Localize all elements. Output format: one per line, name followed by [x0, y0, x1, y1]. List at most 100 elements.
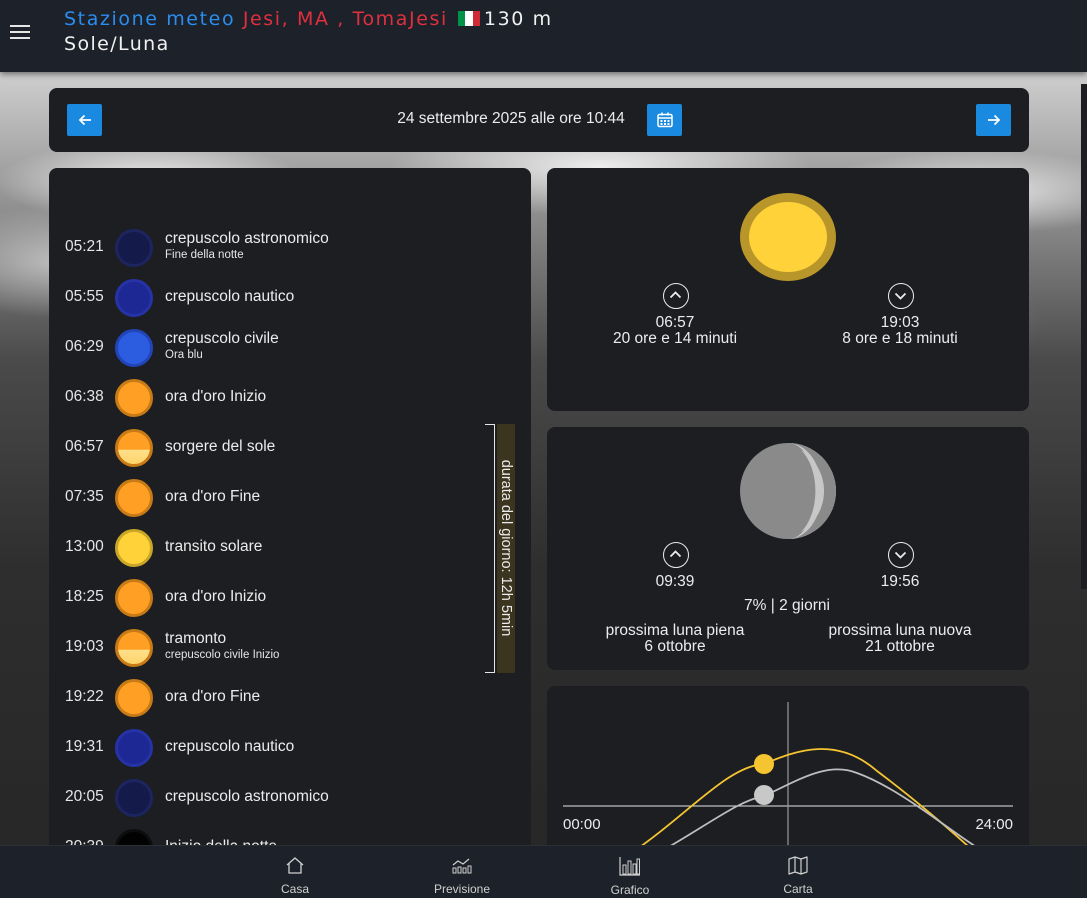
sunset-info: 19:03 8 ore e 18 minuti — [800, 315, 1000, 347]
app-header: Stazione meteo Jesi, MA , TomaJesi 130 m … — [0, 0, 1087, 72]
event-label: crepuscolo nautico — [165, 738, 294, 756]
hamburger-menu-icon[interactable] — [10, 25, 30, 41]
scrollbar[interactable] — [1079, 72, 1087, 845]
nav-home[interactable]: Casa — [235, 856, 355, 896]
nav-home-label: Casa — [280, 882, 309, 896]
sun-position-marker — [754, 754, 774, 774]
event-time: 20:05 — [65, 788, 104, 805]
next-new-moon-label: prossima luna nuova — [828, 622, 972, 639]
italy-flag-icon — [457, 9, 480, 26]
list-item: 20:05 crepuscolo astronomico — [49, 773, 479, 823]
event-label: crepuscolo astronomico Fine della notte — [165, 230, 329, 261]
station-title: Stazione meteo Jesi, MA , TomaJesi 130 m — [64, 8, 553, 30]
chart-end-label: 24:00 — [975, 816, 1013, 833]
sun-horizon-icon — [115, 429, 153, 467]
sunrise-chevron-up-icon — [663, 283, 689, 309]
sunrise-elapsed: 20 ore e 14 minuti — [612, 330, 738, 347]
sunset-remaining: 8 ore e 18 minuti — [842, 330, 958, 347]
nav-map-label: Carta — [783, 882, 813, 896]
sky-phase-icon — [115, 729, 153, 767]
current-date-text: 24 settembre 2025 alle ore 10:44 — [397, 110, 625, 127]
event-time: 05:21 — [65, 238, 104, 255]
sky-phase-icon — [115, 329, 153, 367]
list-item: 06:57 sorgere del sole — [49, 423, 479, 473]
event-time: 07:35 — [65, 488, 104, 505]
list-item: 05:55 crepuscolo nautico — [49, 273, 479, 323]
nav-chart-label: Grafico — [610, 883, 650, 897]
calendar-button[interactable] — [647, 104, 682, 136]
list-item: 19:22 ora d'oro Fine — [49, 673, 479, 723]
event-name: ora d'oro Fine — [165, 488, 261, 505]
next-full-moon: prossima luna piena 6 ottobre — [575, 623, 775, 655]
sky-phase-icon — [115, 779, 153, 817]
sunrise-time: 06:57 — [655, 314, 695, 331]
sun-card: 06:57 20 ore e 14 minuti 19:03 8 ore e 1… — [547, 168, 1029, 411]
moonset-time: 19:56 — [880, 573, 920, 590]
sunset-chevron-down-icon — [888, 283, 914, 309]
bottom-navigation: Casa Previsione Grafico Carta — [0, 845, 1087, 898]
sky-phase-icon — [115, 279, 153, 317]
event-time: 19:31 — [65, 738, 104, 755]
station-altitude: 130 m — [483, 8, 553, 30]
station-location: Jesi, MA , TomaJesi — [242, 8, 448, 30]
event-label: crepuscolo astronomico — [165, 788, 329, 806]
day-length-text: durata del giorno: 12h 5min — [498, 459, 514, 637]
event-time: 13:00 — [65, 538, 104, 555]
calendar-icon — [656, 112, 673, 128]
nav-forecast-label: Previsione — [433, 882, 491, 896]
event-name: sorgere del sole — [165, 438, 276, 455]
event-time: 06:57 — [65, 438, 104, 455]
event-label: ora d'oro Inizio — [165, 588, 266, 606]
sunset-time: 19:03 — [880, 314, 920, 331]
previous-day-button[interactable] — [67, 104, 102, 136]
forecast-icon — [452, 858, 472, 874]
next-day-button[interactable] — [976, 104, 1011, 136]
scrollbar-thumb[interactable] — [1081, 84, 1087, 589]
event-subtitle: Fine della notte — [165, 249, 244, 261]
event-label: ora d'oro Fine — [165, 488, 260, 506]
sky-phase-icon — [115, 479, 153, 517]
list-item: 06:38 ora d'oro Inizio — [49, 373, 479, 423]
moon-phase-icon — [740, 443, 836, 539]
event-label: sorgere del sole — [165, 438, 275, 456]
event-name: ora d'oro Fine — [165, 688, 261, 705]
event-time: 18:25 — [65, 588, 104, 605]
chart-start-label: 00:00 — [563, 816, 601, 833]
event-time: 06:29 — [65, 338, 104, 355]
moon-position-marker — [754, 785, 774, 805]
sun-moon-path-chart: 00:00 24:00 — [563, 702, 1013, 886]
event-name: crepuscolo astronomico — [165, 230, 329, 247]
list-item: 19:31 crepuscolo nautico — [49, 723, 479, 773]
day-length-bracket — [485, 424, 495, 673]
event-name: ora d'oro Inizio — [165, 588, 267, 605]
event-name: crepuscolo astronomico — [165, 788, 329, 805]
sun-path-line — [626, 748, 980, 857]
nav-chart[interactable]: Grafico — [570, 856, 690, 897]
nav-map[interactable]: Carta — [738, 856, 858, 896]
sunrise-info: 06:57 20 ore e 14 minuti — [575, 315, 775, 347]
event-label: crepuscolo nautico — [165, 288, 294, 306]
sun-events-card: 05:21 crepuscolo astronomico Fine della no… — [49, 168, 531, 868]
bar-chart-icon — [619, 857, 640, 876]
next-new-moon-date: 21 ottobre — [865, 638, 935, 655]
moonrise-chevron-up-icon — [663, 542, 689, 568]
date-navigation-bar: 24 settembre 2025 alle ore 10:44 — [49, 88, 1029, 152]
event-label: transito solare — [165, 538, 262, 556]
nav-forecast[interactable]: Previsione — [402, 856, 522, 896]
event-label: tramonto crepuscolo civile Inizio — [165, 630, 279, 661]
list-item: 05:21 crepuscolo astronomico Fine della no… — [49, 223, 479, 273]
sky-phase-icon — [115, 579, 153, 617]
event-name: tramonto — [165, 630, 227, 647]
list-item: 18:25 ora d'oro Inizio — [49, 573, 479, 623]
map-icon — [788, 856, 808, 875]
day-length-bar — [497, 424, 515, 673]
event-time: 05:55 — [65, 288, 104, 305]
arrow-left-icon — [78, 114, 91, 126]
event-label: ora d'oro Inizio — [165, 388, 266, 406]
event-name: transito solare — [165, 538, 263, 555]
list-item: 13:00 transito solare — [49, 523, 479, 573]
next-new-moon: prossima luna nuova 21 ottobre — [800, 623, 1000, 655]
station-prefix: Stazione meteo — [64, 8, 243, 30]
event-label: crepuscolo civile Ora blu — [165, 330, 279, 361]
event-time: 19:22 — [65, 688, 104, 705]
